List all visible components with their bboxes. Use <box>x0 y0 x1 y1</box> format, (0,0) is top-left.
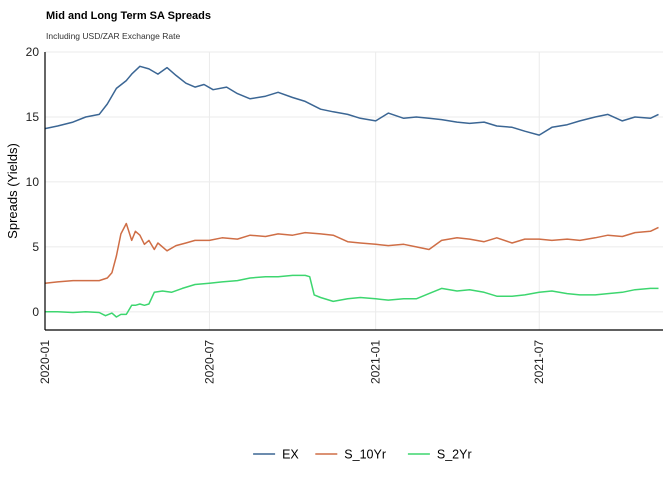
y-tick-label: 0 <box>32 305 39 319</box>
chart-subtitle: Including USD/ZAR Exchange Rate <box>46 31 180 41</box>
y-tick-label: 15 <box>26 110 40 124</box>
series-line-ex <box>44 65 659 136</box>
y-tick-label: 10 <box>26 175 40 189</box>
y-tick-labels: 0 5 10 15 20 <box>26 45 40 319</box>
gridlines <box>44 51 663 330</box>
y-tick-label: 20 <box>26 45 40 59</box>
series-lines <box>44 65 659 318</box>
legend-label: EX <box>282 448 299 462</box>
legend-label: S_2Yr <box>437 448 472 462</box>
axes <box>44 52 663 331</box>
series-line-s-2yr <box>45 274 659 318</box>
chart-title: Mid and Long Term SA Spreads <box>46 10 211 22</box>
legend: EX S_10Yr S_2Yr <box>253 448 472 462</box>
x-tick-labels: 2020-01 2020-07 2021-01 2021-07 <box>38 340 546 384</box>
x-tick-label: 2020-01 <box>38 340 52 384</box>
y-axis-title: Spreads (Yields) <box>5 143 20 239</box>
x-tick-label: 2021-01 <box>369 340 383 384</box>
x-tick-label: 2020-07 <box>202 340 216 384</box>
x-tick-label: 2021-07 <box>532 340 546 384</box>
series-line-s-10yr <box>44 222 659 284</box>
legend-label: S_10Yr <box>344 448 386 462</box>
y-tick-label: 5 <box>32 240 39 254</box>
